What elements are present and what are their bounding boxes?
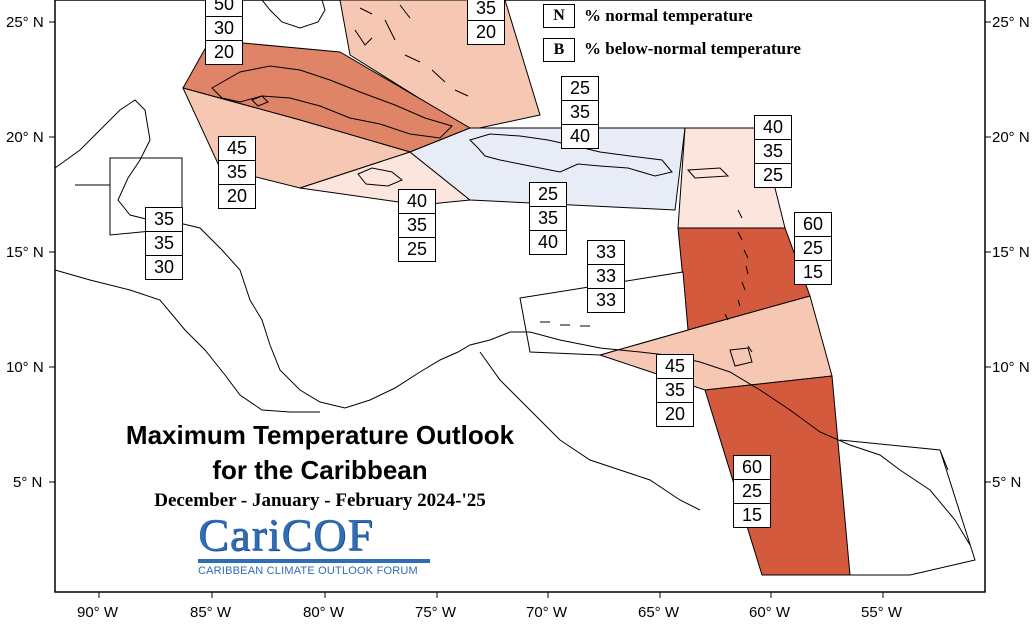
lat-label: 10° N [992, 359, 1030, 376]
legend-key-normal: N [543, 4, 575, 28]
prob-normal: 35 [755, 140, 791, 164]
prob-below: 15 [802, 262, 824, 282]
florida-coast [261, 0, 326, 29]
lon-label: 75° W [415, 604, 457, 621]
prob-normal: 25 [734, 480, 770, 504]
forecast-box-trinidad: 45 35 20 [656, 354, 694, 427]
caricof-wordmark: CariCOF [198, 509, 374, 560]
lat-label: 5° N [13, 474, 42, 491]
prob-below: 25 [406, 239, 428, 259]
puerto-rico-coast [686, 167, 730, 179]
prob-normal: 35 [219, 161, 255, 185]
lesser-antilles [724, 209, 753, 353]
forecast-box-abc-islands: 33 33 33 [587, 240, 625, 313]
lat-label: 5° N [992, 474, 1021, 491]
prob-below: 25 [762, 165, 784, 185]
forecast-box-guianas: 60 25 15 [733, 455, 771, 528]
lat-labels-left: 25° N 20° N 15° N 10° N 5° N [6, 14, 44, 491]
prob-normal: 33 [588, 265, 624, 289]
zone-south-caribbean [519, 271, 689, 356]
forecast-box-hispaniola: 25 35 40 [529, 182, 567, 255]
map-title-line2: for the Caribbean [212, 455, 428, 485]
forecast-box-leeward: 40 35 25 [754, 115, 792, 188]
prob-normal: 35 [399, 214, 435, 238]
prob-below: 15 [741, 505, 763, 525]
prob-below: 20 [475, 22, 497, 42]
guianas-border [839, 439, 976, 576]
lat-label: 15° N [992, 244, 1030, 261]
lon-label: 65° W [638, 604, 680, 621]
prob-above: 35 [146, 208, 182, 232]
prob-above: 25 [562, 77, 598, 101]
south-america-coast [479, 351, 971, 546]
trinidad-coast [729, 347, 753, 367]
axis-ticks [49, 21, 991, 598]
prob-above: 60 [734, 456, 770, 480]
caricof-logo: CariCOF CARIBBEAN CLIMATE OUTLOOK FORUM [198, 512, 438, 577]
lat-label: 15° N [6, 244, 44, 261]
coastlines [54, 0, 976, 576]
prob-below: 20 [226, 186, 248, 206]
forecast-box-jamaica: 40 35 25 [398, 189, 436, 262]
lon-label: 70° W [526, 604, 568, 621]
prob-normal: 35 [468, 0, 504, 21]
lon-label: 60° W [749, 604, 791, 621]
prob-normal: 35 [146, 232, 182, 256]
prob-above: 40 [755, 116, 791, 140]
prob-below: 20 [664, 404, 686, 424]
map-subtitle: December - January - February 2024-'25 [154, 490, 486, 511]
prob-below: 33 [595, 290, 617, 310]
prob-normal: 30 [206, 17, 242, 41]
forecast-box-windward: 60 25 15 [794, 212, 832, 285]
bahamas-islands [354, 4, 469, 97]
legend-text-normal: % normal temperature [584, 6, 753, 25]
lat-label: 25° N [6, 14, 44, 31]
lat-label: 10° N [6, 359, 44, 376]
prob-below: 20 [213, 42, 235, 62]
pacific-coast [54, 269, 320, 413]
lat-label: 20° N [6, 129, 44, 146]
lat-label: 25° N [992, 14, 1030, 31]
caricof-tagline: CARIBBEAN CLIMATE OUTLOOK FORUM [198, 565, 418, 577]
lon-label: 55° W [861, 604, 903, 621]
lon-label: 85° W [190, 604, 232, 621]
prob-above: 45 [657, 355, 693, 379]
prob-above: 33 [588, 241, 624, 265]
prob-above: 45 [219, 137, 255, 161]
prob-above: 40 [399, 190, 435, 214]
prob-above: 25 [530, 183, 566, 207]
abc-islands [540, 321, 590, 327]
hispaniola-coast [469, 133, 673, 177]
prob-normal: 35 [657, 379, 693, 403]
forecast-box-turks-caicos: 25 35 40 [561, 76, 599, 149]
prob-below: 40 [569, 126, 591, 146]
logo-rule [198, 559, 430, 563]
belize-border [75, 158, 111, 235]
isle-of-youth-coast [251, 95, 269, 107]
prob-above: 50 [206, 0, 242, 17]
prob-normal: 25 [795, 237, 831, 261]
lon-labels: 90° W 85° W 80° W 75° W 70° W 65° W 60° … [77, 604, 903, 621]
legend-text-below: % below-normal temperature [584, 39, 801, 58]
prob-below: 30 [153, 257, 175, 277]
central-america-coast [54, 99, 701, 409]
prob-normal: 35 [530, 207, 566, 231]
legend-key-below: B [543, 38, 575, 62]
forecast-box-bahamas: 35 20 [467, 0, 505, 45]
forecast-box-cayman: 45 35 20 [218, 136, 256, 209]
forecast-box-belize: 35 35 30 [145, 207, 183, 280]
lon-label: 90° W [77, 604, 119, 621]
lat-label: 20° N [992, 129, 1030, 146]
prob-normal: 35 [562, 101, 598, 125]
jamaica-coast [357, 167, 403, 187]
map-title-line1: Maximum Temperature Outlook [125, 420, 515, 450]
lat-labels-right: 25° N 20° N 15° N 10° N 5° N [992, 14, 1030, 491]
prob-above: 60 [795, 213, 831, 237]
lon-label: 80° W [303, 604, 345, 621]
prob-below: 40 [537, 232, 559, 252]
forecast-box-cuba: 50 30 20 [205, 0, 243, 65]
